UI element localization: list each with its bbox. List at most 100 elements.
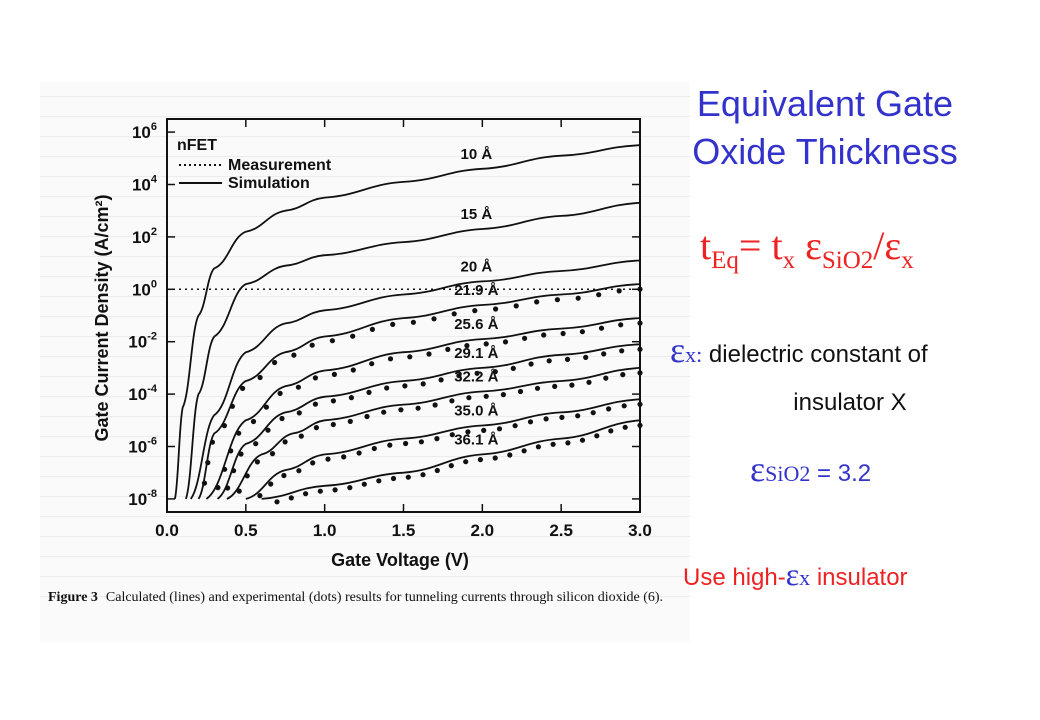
scan-text-ghost-line [40,276,690,277]
simulation-curve [216,343,641,500]
measurement-dot [348,395,354,401]
measurement-dot [269,451,276,457]
measurement-dot [296,410,302,416]
eq-space [795,223,805,268]
measurement-dot [465,429,471,435]
measurement-dot [522,335,528,341]
measurement-dot [387,442,393,448]
y-tick-label: 102 [132,226,157,247]
measurement-dot [253,441,259,447]
measurement-dot [418,439,424,445]
y-tick-exponent: -8 [147,488,157,500]
epsilon-sio2-subscript: SiO2 [765,461,811,486]
scan-text-ghost-line [40,256,690,257]
measurement-dot [590,410,596,416]
scan-text-ghost-line [40,396,690,397]
measurement-dot [601,351,607,357]
epsilon-sio2-value: εSiO2 = 3.2 [750,448,871,490]
figure-caption-label: Figure 3 [48,590,98,605]
measurement-dot [281,472,287,479]
simulation-curve [185,201,641,500]
measurement-dot [483,341,489,347]
scanned-figure-background [40,82,690,642]
measurement-dot [575,413,581,419]
measurement-dot [603,375,609,381]
x-tick-label: 3.0 [628,521,652,540]
measurement-dot [410,319,416,325]
y-tick-exponent: -2 [147,331,157,343]
eq-sub-x2: x [901,247,914,274]
scan-text-ghost-line [40,576,690,577]
measurement-dot [438,377,444,383]
measurement-dot [325,456,331,462]
epsilon-subscript: x: [685,342,703,367]
eq-slash-epsilon: /ε [873,223,902,268]
measurement-dot [317,488,323,494]
measurement-dot [432,402,438,408]
measurement-dot [637,422,643,428]
high-k-note: Use high-εx insulator [683,556,908,593]
y-tick-label: 10-2 [128,331,157,352]
measurement-dot [231,468,237,474]
scan-text-ghost-line [40,316,690,317]
epsilon-definition: εx: dielectric constant of insulator X [670,326,1010,427]
epsilon-def-line1: dielectric constant of [708,341,928,368]
measurement-dot [449,432,455,438]
measurement-dot [330,398,336,404]
measurement-dot [312,401,318,407]
y-tick-label: 106 [132,121,157,142]
scan-text-ghost-line [40,536,690,537]
curve-thickness-label: 25.6 Å [454,316,498,333]
y-axis-label: Gate Current Density (A/cm²) [92,194,112,441]
measurement-dot [559,414,565,420]
epsilon-sio2-number: = 3.2 [817,460,872,487]
measurement-dot [238,451,244,457]
measurement-dot [376,478,382,484]
measurement-dot [483,393,489,399]
measurement-dot [398,407,404,413]
scan-text-ghost-line [40,96,690,97]
measurement-dot [222,466,228,472]
y-tick-exponent: -4 [147,383,158,395]
curve-thickness-label: 32.2 Å [454,368,498,385]
measurement-dot [303,491,309,497]
measurement-dot [390,475,397,482]
measurement-dot [521,448,527,454]
scan-text-ghost-line [40,456,690,457]
measurement-dot [201,480,208,486]
measurement-dot [535,444,542,450]
scan-text-ghost-line [40,116,690,117]
scan-text-ghost-line [40,556,690,557]
scan-text-ghost-line [40,156,690,157]
measurement-dot [517,388,524,395]
measurement-dot [477,457,483,463]
measurement-dot [331,371,337,377]
measurement-dot [474,370,480,376]
scan-text-ghost-line [40,376,690,377]
simulation-curve [245,398,641,500]
measurement-dot [575,295,581,301]
measurement-dot [466,395,472,401]
scan-text-ghost-line [40,436,690,437]
measurement-dot [565,440,571,446]
measurement-dot [502,339,509,345]
slide-title-line2: Oxide Thickness [692,131,958,172]
measurement-dot [449,398,455,404]
measurement-dot [560,330,566,337]
measurement-dot [420,381,426,387]
measurement-dot [298,433,304,439]
measurement-dot [546,358,552,364]
measurement-dot [492,455,498,461]
measurement-dot [332,487,338,493]
y-tick-exponent: 4 [151,174,158,186]
measurement-dot [510,365,516,371]
scan-text-ghost-line [40,216,690,217]
measurement-dot [415,405,421,411]
curve-thickness-label: 29.1 Å [454,345,498,362]
measurement-dot [263,404,269,410]
curve-thickness-label: 15 Å [460,206,492,223]
measurement-dot [209,439,215,445]
epsilon-sio2-symbol: ε [750,449,766,489]
measurement-dot [405,474,411,480]
measurement-dot [282,439,288,445]
